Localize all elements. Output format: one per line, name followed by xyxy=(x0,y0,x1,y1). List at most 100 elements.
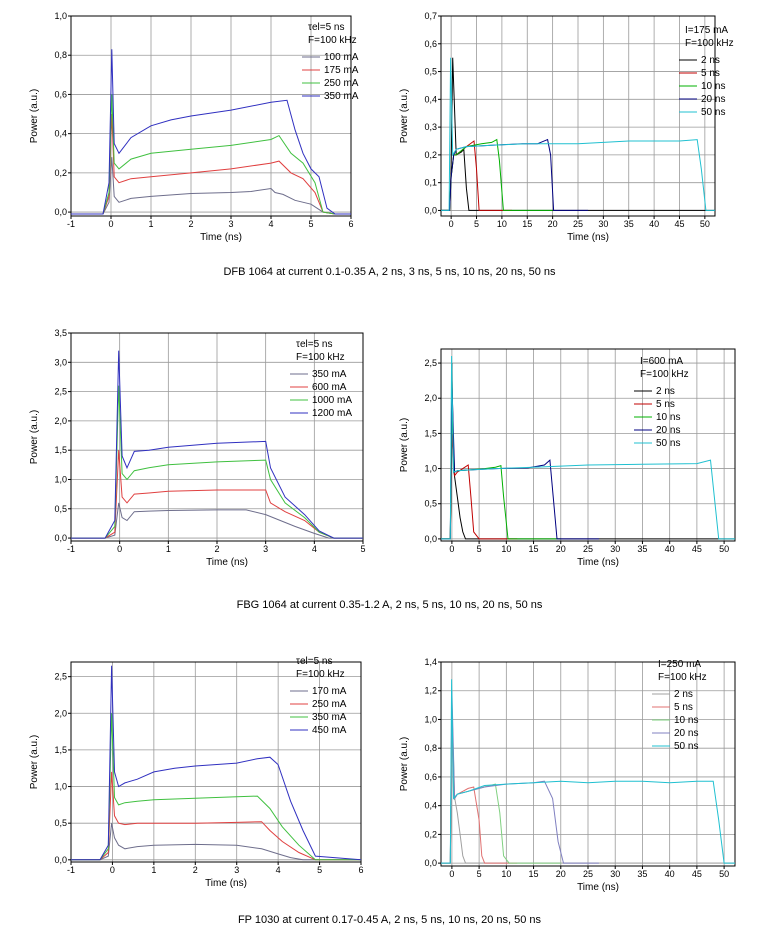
series-line-50-ns xyxy=(441,57,715,211)
y-tick-label: 0,0 xyxy=(54,533,67,543)
legend-entry: 170 mA xyxy=(312,686,347,697)
x-tick-label: 5 xyxy=(308,219,313,229)
legend-entry: 10 ns xyxy=(674,715,698,726)
x-tick-label: 5 xyxy=(317,865,322,875)
x-tick-label: 1 xyxy=(166,544,171,554)
y-tick-label: 1,0 xyxy=(54,11,67,21)
y-tick-label: 1,0 xyxy=(424,714,437,724)
legend-entry: 2 ns xyxy=(701,55,720,66)
y-tick-label: 2,5 xyxy=(54,387,67,397)
legend-entry: 600 mA xyxy=(312,382,347,393)
y-tick-label: 1,0 xyxy=(54,474,67,484)
x-tick-label: 35 xyxy=(637,869,647,879)
y-axis-label: Power (a.u.) xyxy=(29,735,40,789)
y-tick-label: 0,2 xyxy=(424,150,437,160)
legend-entry: 1000 mA xyxy=(312,395,352,406)
y-tick-label: 2,0 xyxy=(54,416,67,426)
legend-header: I=600 mA xyxy=(640,356,683,367)
legend-entry: 1200 mA xyxy=(312,408,352,419)
y-tick-label: 1,5 xyxy=(54,745,67,755)
series-line-600-mA xyxy=(71,450,363,539)
series-line-250-mA xyxy=(71,771,361,861)
legend-entry: 20 ns xyxy=(656,425,680,436)
series-line-1200-mA xyxy=(71,350,363,539)
x-tick-label: 0 xyxy=(449,869,454,879)
legend-header: I=175 mA xyxy=(685,25,728,36)
x-tick-label: 15 xyxy=(529,544,539,554)
series-line-50-ns xyxy=(441,355,735,540)
y-tick-label: 2,0 xyxy=(54,708,67,718)
x-tick-label: 20 xyxy=(556,869,566,879)
x-tick-label: 50 xyxy=(719,869,729,879)
x-tick-label: 1 xyxy=(151,865,156,875)
y-tick-label: 0,4 xyxy=(424,801,437,811)
x-tick-label: 20 xyxy=(556,544,566,554)
x-tick-label: 50 xyxy=(700,219,710,229)
y-axis-label: Power (a.u.) xyxy=(399,418,410,472)
caption-dfb: DFB 1064 at current 0.1-0.35 A, 2 ns, 3 … xyxy=(223,266,556,278)
legend-entry: 20 ns xyxy=(674,728,698,739)
legend-entry: 2 ns xyxy=(656,386,675,397)
plot-frame xyxy=(70,661,362,863)
x-tick-label: 4 xyxy=(276,865,281,875)
x-tick-label: 15 xyxy=(529,869,539,879)
y-tick-label: 1,2 xyxy=(424,686,437,696)
x-tick-label: 0 xyxy=(110,865,115,875)
legend-entry: 20 ns xyxy=(701,94,725,105)
y-tick-label: 0,4 xyxy=(54,129,67,139)
x-tick-label: 30 xyxy=(610,544,620,554)
y-tick-label: 1,5 xyxy=(424,428,437,438)
legend-entry: 50 ns xyxy=(674,741,698,752)
series-line-350-mA xyxy=(71,49,351,215)
x-tick-label: 3 xyxy=(228,219,233,229)
y-tick-label: 0,0 xyxy=(424,534,437,544)
y-tick-label: 1,0 xyxy=(424,464,437,474)
y-tick-label: 0,6 xyxy=(54,89,67,99)
y-tick-label: 0,2 xyxy=(424,829,437,839)
y-tick-label: 0,0 xyxy=(424,205,437,215)
y-tick-label: 0,7 xyxy=(424,11,437,21)
x-tick-label: 3 xyxy=(263,544,268,554)
legend-entry: 50 ns xyxy=(701,107,725,118)
x-tick-label: 6 xyxy=(348,219,353,229)
series-line-100-mA xyxy=(71,157,351,215)
x-tick-label: 30 xyxy=(610,869,620,879)
series-line-170-mA xyxy=(71,823,361,861)
x-tick-label: 10 xyxy=(501,544,511,554)
x-tick-label: 0 xyxy=(108,219,113,229)
legend-entry: 5 ns xyxy=(674,702,693,713)
y-tick-label: 1,0 xyxy=(54,782,67,792)
x-tick-label: 25 xyxy=(573,219,583,229)
x-tick-label: 25 xyxy=(583,544,593,554)
x-tick-label: 45 xyxy=(692,544,702,554)
series-line-350-mA xyxy=(71,502,363,539)
y-tick-label: 3,5 xyxy=(54,328,67,338)
x-tick-label: 1 xyxy=(148,219,153,229)
x-tick-label: 35 xyxy=(624,219,634,229)
legend-entry: 350 mA xyxy=(312,712,347,723)
x-tick-label: -1 xyxy=(67,544,75,554)
y-tick-label: 1,5 xyxy=(54,445,67,455)
x-tick-label: 5 xyxy=(360,544,365,554)
y-tick-label: 1,4 xyxy=(424,657,437,667)
series-line-250-mA xyxy=(71,94,351,215)
legend-entry: 2 ns xyxy=(674,689,693,700)
series-line-450-mA xyxy=(71,665,362,861)
x-tick-label: 30 xyxy=(598,219,608,229)
y-tick-label: 0,6 xyxy=(424,772,437,782)
x-tick-label: 0 xyxy=(449,219,454,229)
legend-entry: 450 mA xyxy=(312,725,347,736)
x-axis-label: Time (ns) xyxy=(577,557,619,568)
y-tick-label: 0,6 xyxy=(424,39,437,49)
x-tick-label: 5 xyxy=(474,219,479,229)
y-tick-label: 2,5 xyxy=(54,672,67,682)
legend-entry: 5 ns xyxy=(656,399,675,410)
y-tick-label: 0,3 xyxy=(424,122,437,132)
x-tick-label: 2 xyxy=(193,865,198,875)
series-line-350-mA xyxy=(71,713,361,861)
